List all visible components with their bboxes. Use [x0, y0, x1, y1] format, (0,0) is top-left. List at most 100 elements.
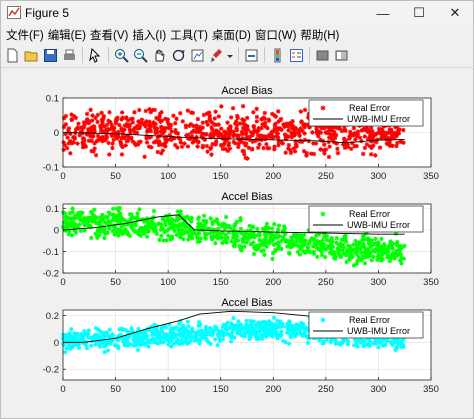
figure-canvas[interactable]: 0 50 100 150 200 250 300 350 -0.1 0 0.1 Accel Bias R… [3, 68, 471, 417]
scatter-point [135, 340, 140, 346]
scatter-point [302, 324, 308, 330]
scatter-point [275, 230, 280, 236]
scatter-point [201, 112, 207, 118]
scatter-point [388, 253, 394, 258]
menu-desktop[interactable]: 桌面(D) [211, 30, 251, 42]
scatter-point [144, 216, 150, 221]
pointer-icon[interactable] [86, 46, 104, 64]
menu-tools[interactable]: 工具(T) [170, 30, 208, 42]
scatter-point [184, 133, 189, 138]
y-tick-label: 0.2 [46, 311, 59, 322]
zoom-out-icon[interactable] [131, 46, 149, 64]
scatter-point [87, 335, 93, 341]
brush-dropdown-icon[interactable] [226, 46, 234, 64]
scatter-point [118, 142, 124, 147]
menu-edit[interactable]: 编辑(E) [47, 30, 87, 42]
scatter-point [224, 130, 229, 135]
menu-window[interactable]: 窗口(W) [254, 30, 297, 42]
link-icon[interactable] [242, 46, 260, 64]
zoom-in-icon[interactable] [112, 46, 130, 64]
menu-view[interactable]: 查看(V) [90, 30, 129, 42]
scatter-point [237, 121, 243, 126]
print-icon[interactable] [60, 46, 78, 64]
scatter-point [240, 103, 246, 109]
scatter-point [212, 130, 217, 135]
save-icon[interactable] [41, 46, 59, 64]
scatter-point [321, 125, 327, 131]
scatter-point [279, 238, 284, 244]
menu-help[interactable]: 帮助(H) [300, 30, 340, 42]
scatter-point [265, 332, 270, 337]
scatter-point [115, 334, 121, 339]
scatter-point [237, 243, 242, 249]
scatter-point [341, 136, 347, 141]
rotate-3d-icon[interactable] [169, 46, 187, 64]
scatter-point [241, 140, 247, 146]
scatter-point [333, 341, 338, 346]
minimize-button[interactable]: — [365, 1, 401, 25]
scatter-point [302, 125, 307, 130]
scatter-point [329, 248, 334, 253]
scatter-point [367, 131, 373, 137]
scatter-point [262, 120, 268, 125]
scatter-point [251, 124, 256, 129]
scatter-point [280, 235, 286, 240]
scatter-point [89, 235, 94, 241]
scatter-point [362, 134, 368, 139]
scatter-point [88, 134, 93, 139]
scatter-point [262, 237, 267, 242]
legend-icon[interactable] [287, 46, 305, 64]
brush-icon[interactable] [207, 46, 225, 64]
new-figure-icon[interactable] [3, 46, 21, 64]
scatter-point [110, 145, 115, 151]
scatter-point [125, 329, 131, 334]
pan-icon[interactable] [150, 46, 168, 64]
colorbar-icon[interactable] [268, 46, 286, 64]
scatter-point [266, 230, 271, 235]
scatter-point [160, 217, 166, 222]
scatter-point [244, 322, 249, 327]
maximize-button[interactable]: ☐ [401, 1, 437, 25]
data-cursor-icon[interactable] [188, 46, 206, 64]
scatter-point [310, 244, 316, 249]
scatter-point [232, 228, 238, 233]
show-plot-tools-icon[interactable] [332, 46, 350, 64]
scatter-point [225, 331, 230, 337]
scatter-point [148, 124, 153, 129]
open-file-icon[interactable] [22, 46, 40, 64]
scatter-point [292, 133, 297, 138]
menu-file[interactable]: 文件(F) [6, 30, 44, 42]
scatter-point [367, 135, 372, 140]
scatter-point [155, 135, 161, 140]
scatter-point [261, 327, 266, 332]
scatter-point [249, 319, 254, 325]
scatter-point [159, 125, 164, 130]
scatter-point [163, 222, 168, 228]
scatter-point [100, 120, 105, 126]
title-bar[interactable]: Figure 5 — ☐ ✕ [1, 1, 473, 25]
scatter-point [145, 229, 150, 234]
scatter-point [122, 127, 127, 132]
scatter-point [239, 231, 244, 236]
scatter-point [236, 319, 241, 324]
scatter-point [390, 342, 395, 347]
close-button[interactable]: ✕ [437, 1, 473, 25]
scatter-point [168, 328, 174, 333]
scatter-point [298, 233, 303, 238]
scatter-point [73, 334, 78, 339]
scatter-point [212, 218, 217, 224]
scatter-point [218, 143, 224, 148]
scatter-point [216, 335, 222, 340]
hide-plot-tools-icon[interactable] [313, 46, 331, 64]
scatter-point [368, 125, 374, 130]
scatter-point [93, 152, 99, 158]
scatter-point [348, 247, 354, 252]
menu-insert[interactable]: 插入(I) [132, 30, 167, 42]
scatter-point [197, 331, 202, 337]
scatter-point [151, 120, 156, 125]
scatter-point [306, 336, 312, 341]
scatter-point [119, 126, 124, 131]
